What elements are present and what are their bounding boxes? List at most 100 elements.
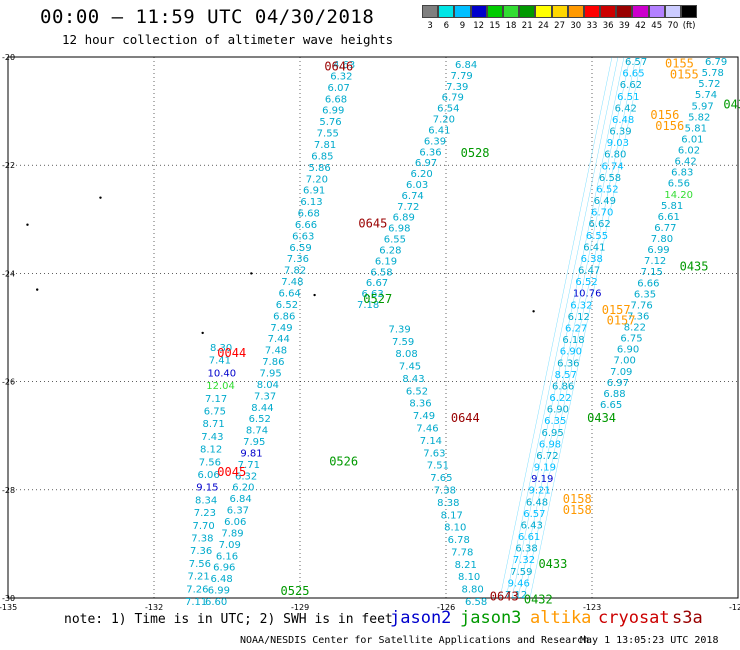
wave-height-value: 6.52 — [276, 300, 298, 311]
color-swatch — [486, 5, 503, 18]
wave-height-value: 14.20 — [664, 190, 693, 201]
wave-height-value: 6.98 — [539, 439, 561, 450]
color-scale-label: 6 — [443, 21, 449, 31]
wave-height-value: 7.00 — [614, 356, 636, 367]
wave-height-value: 7.56 — [189, 559, 211, 570]
wave-height-value: 6.90 — [560, 347, 582, 358]
wave-height-value: 6.01 — [681, 134, 703, 145]
wave-height-value: 6.63 — [292, 231, 314, 242]
wave-height-value: 6.62 — [620, 80, 642, 91]
wave-height-value: 7.23 — [194, 508, 216, 519]
color-swatch — [551, 5, 568, 18]
wave-height-value: 8.43 — [402, 374, 424, 385]
wave-height-value: 6.58 — [599, 173, 621, 184]
wave-height-value: 6.66 — [637, 278, 659, 289]
track-line — [499, 56, 613, 599]
wave-height-value: 6.06 — [198, 470, 220, 481]
wave-height-value: 6.77 — [654, 223, 676, 234]
wave-height-value: 8.74 — [246, 426, 268, 437]
wave-height-value: 6.32 — [235, 471, 257, 482]
color-scale-label: 70 — [667, 21, 679, 31]
wave-height-value: 5.97 — [691, 101, 713, 112]
track-line — [523, 56, 637, 599]
wave-height-value: 7.18 — [357, 300, 379, 311]
wave-height-value: 7.15 — [641, 267, 663, 278]
wave-height-value: 7.71 — [238, 460, 260, 471]
wave-height-value: 6.57 — [523, 509, 545, 520]
wave-height-value: 7.79 — [451, 71, 473, 82]
wave-height-value: 7.44 — [268, 334, 290, 345]
wave-height-value: 5.86 — [308, 163, 330, 174]
wave-height-value: 6.89 — [393, 213, 415, 224]
wave-height-value: 7.12 — [644, 256, 666, 267]
pass-time-label: 0644 — [451, 411, 480, 425]
wave-height-value: 7.32 — [513, 555, 535, 566]
wave-height-value: 7.38 — [191, 534, 213, 545]
wave-height-value: 6.61 — [658, 212, 680, 223]
color-scale-labels: 3 6 9 12 15 18 21 24 27 30 33 36 39 42 45 70 (ft) — [422, 21, 697, 31]
wave-height-value: 8.10 — [444, 523, 466, 534]
legend-item-altika: altika — [530, 608, 592, 628]
wave-height-value: 6.27 — [565, 324, 587, 335]
track-line — [529, 56, 643, 599]
wave-height-value: 6.62 — [588, 219, 610, 230]
wave-height-value: 6.84 — [230, 494, 252, 505]
wave-height-value: 8.44 — [251, 403, 273, 414]
wave-height-value: 8.17 — [441, 510, 463, 521]
wave-height-value: 6.48 — [210, 574, 232, 585]
wave-height-value: 6.12 — [568, 312, 590, 323]
wave-height-value: 6.58 — [465, 597, 487, 608]
wave-height-value: 6.99 — [208, 586, 230, 597]
wave-height-value: 7.12 — [505, 590, 527, 601]
wave-height-value: 6.80 — [604, 150, 626, 161]
wave-height-value: 6.98 — [388, 224, 410, 235]
wave-height-value: 6.97 — [607, 378, 629, 389]
wave-height-value: 7.09 — [219, 540, 241, 551]
wave-height-value: 6.37 — [227, 506, 249, 517]
wave-height-value: 6.38 — [515, 544, 537, 555]
wave-height-value: 6.49 — [594, 196, 616, 207]
pass-time-label: 0645 — [358, 216, 387, 230]
color-scale-label: 33 — [586, 21, 598, 31]
pass-time-label: 0045 — [217, 465, 246, 479]
lat-label: -24 — [2, 269, 15, 278]
track-line — [505, 56, 619, 599]
wave-height-value: 6.68 — [325, 94, 347, 105]
wave-height-value: 8.38 — [437, 498, 459, 509]
pass-time-label: 0526 — [329, 454, 358, 468]
wave-height-value: 10.76 — [573, 289, 602, 300]
color-scale-label: 21 — [521, 21, 533, 31]
color-swatch — [470, 5, 487, 18]
wave-height-value: 7.36 — [287, 254, 309, 265]
color-scale-label: 30 — [570, 21, 582, 31]
wave-height-value: 8.30 — [210, 343, 232, 354]
wave-height-value: 6.67 — [366, 278, 388, 289]
wave-height-value: 6.52 — [406, 386, 428, 397]
wave-height-value: 4.63 — [333, 60, 355, 71]
legend-item-cryosat: cryosat — [598, 608, 670, 628]
pass-time-label: 0156 — [655, 119, 684, 133]
wave-height-value: 7.21 — [188, 572, 210, 583]
wave-height-value: 6.96 — [213, 563, 235, 574]
lon-label: -129 — [291, 603, 309, 612]
wave-height-value: 7.09 — [610, 367, 632, 378]
wave-height-value: 5.81 — [685, 123, 707, 134]
color-scale-label: 3 — [427, 21, 433, 31]
wave-height-value: 7.72 — [397, 202, 419, 213]
wave-height-value: 6.42 — [675, 157, 697, 168]
wave-height-value: 7.55 — [317, 129, 339, 140]
wave-height-value: 7.82 — [284, 266, 306, 277]
wave-height-value: 6.35 — [634, 289, 656, 300]
wave-height-value: 6.63 — [361, 289, 383, 300]
pass-time-label: 0044 — [217, 346, 246, 360]
color-swatch — [664, 5, 681, 18]
wave-height-value: 6.55 — [384, 235, 406, 246]
pass-time-label: 043 — [723, 97, 740, 111]
lat-label: -26 — [2, 378, 15, 387]
wave-height-value: 9.21 — [528, 486, 550, 497]
legend-item-s3a: s3a — [672, 608, 703, 628]
pass-time-label: 0525 — [281, 584, 310, 598]
wave-height-value: 9.19 — [531, 474, 553, 485]
wave-height-value: 7.20 — [433, 115, 455, 126]
